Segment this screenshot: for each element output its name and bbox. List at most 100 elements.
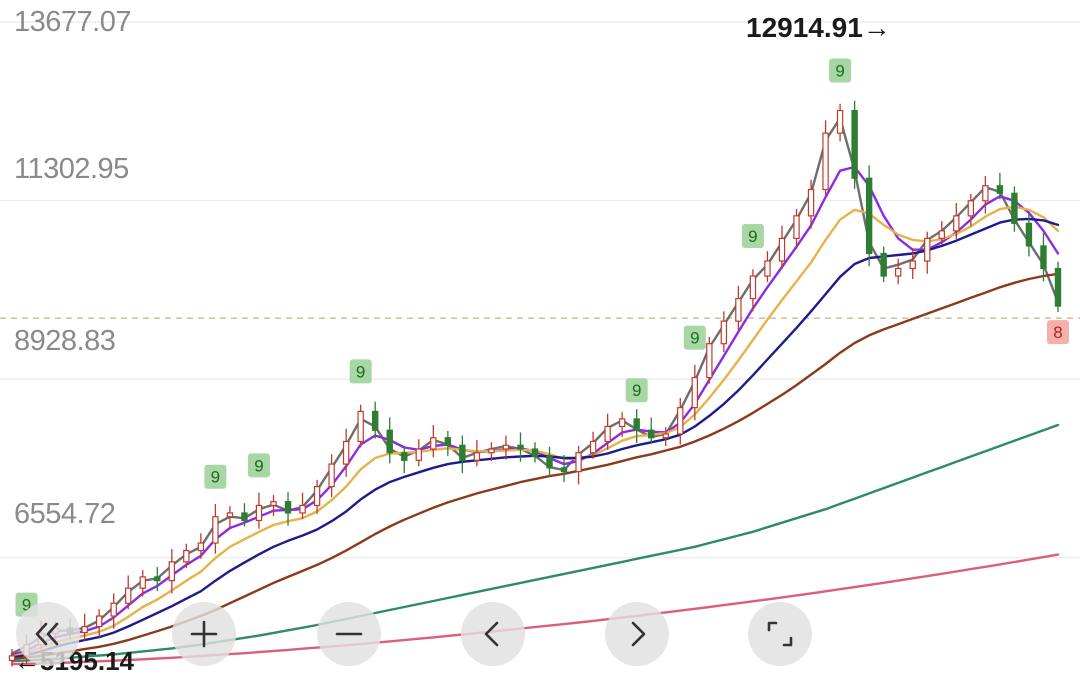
y-tick-label: 11302.95: [14, 153, 129, 185]
candle-body: [517, 444, 524, 450]
signal-marker-label: 9: [748, 227, 757, 246]
double-chevron-left-icon: [35, 622, 59, 646]
candle-body: [996, 185, 1004, 194]
candle-body: [284, 501, 292, 514]
candle-body: [953, 215, 960, 232]
chevron-right-icon: [631, 621, 646, 647]
candle-body: [444, 437, 452, 446]
signal-marker-label: 9: [22, 596, 31, 615]
candle-body: [8, 655, 16, 661]
signal-marker-label: 9: [211, 468, 220, 487]
minus-icon: [335, 632, 363, 636]
y-tick-label: 13677.07: [14, 6, 131, 38]
candle-body: [560, 467, 568, 473]
candle-body: [648, 429, 655, 439]
candle-body: [502, 444, 510, 450]
candle-body: [386, 429, 393, 454]
candle-body: [139, 576, 146, 589]
candle-body: [1054, 267, 1062, 307]
candle-body: [546, 455, 553, 469]
candle-body: [749, 275, 757, 300]
y-tick-label: 8928.83: [14, 325, 116, 357]
candle-body: [691, 376, 699, 409]
candle-body: [357, 410, 364, 443]
candle-body: [270, 501, 277, 507]
candle-body: [589, 440, 597, 454]
signal-marker: 9: [247, 453, 270, 478]
candle-body: [328, 463, 335, 488]
back-to-start-button[interactable]: [16, 602, 80, 666]
signal-markers: 9 9 9 9 9 9 9 9 8: [15, 58, 1069, 617]
candle-body: [168, 561, 176, 582]
candles: [8, 100, 1062, 667]
signal-marker-box: [829, 58, 852, 83]
candle-body: [110, 602, 117, 617]
y-tick-label: 6554.72: [14, 498, 116, 530]
candle-body: [967, 200, 975, 217]
candle-body: [81, 625, 88, 634]
candle-body: [1040, 245, 1047, 270]
candle-body: [401, 452, 408, 461]
chevron-left-icon: [484, 621, 499, 647]
signal-marker-label: 9: [356, 362, 365, 381]
signal-marker-box: [683, 325, 706, 350]
candle-body: [255, 504, 263, 522]
candle-body: [938, 230, 945, 240]
candle-body: [473, 452, 481, 461]
candle-body: [1025, 222, 1033, 247]
candle-body: [735, 297, 742, 322]
candle-body: [459, 444, 466, 461]
candle-body: [618, 418, 626, 428]
candle-body: [778, 237, 786, 262]
signal-marker: 9: [741, 224, 764, 249]
scroll-right-button[interactable]: [605, 602, 669, 666]
signal-marker: 9: [829, 58, 852, 83]
moving-average-line: [10, 165, 1060, 657]
candle-body: [909, 260, 916, 270]
candle-body: [880, 252, 887, 277]
candle-body: [371, 410, 379, 431]
signal-marker-label: 9: [690, 329, 699, 348]
candle-body: [894, 267, 902, 277]
zoom-out-button[interactable]: [317, 602, 381, 666]
plus-icon: [190, 620, 218, 648]
signal-marker-label: 9: [835, 62, 844, 81]
signal-marker-box: [741, 224, 764, 249]
highest-price-label: 12914.91→: [746, 12, 891, 43]
fullscreen-button[interactable]: [748, 602, 812, 666]
candle-body: [924, 237, 931, 262]
candle-body: [851, 109, 858, 179]
candle-body: [982, 185, 989, 202]
candle-body: [226, 512, 234, 518]
zoom-in-button[interactable]: [172, 602, 236, 666]
candle-body: [197, 542, 205, 552]
candle-body: [95, 615, 103, 628]
candle-body: [662, 433, 669, 439]
candle-body: [415, 448, 422, 461]
candle-body: [633, 418, 640, 431]
signal-marker-box: [204, 464, 227, 489]
scroll-left-button[interactable]: [461, 602, 525, 666]
candle-body: [313, 486, 321, 507]
signal-marker-label: 9: [632, 381, 641, 400]
candle-body: [342, 440, 350, 465]
signal-marker: 9: [204, 464, 227, 489]
candle-body: [1011, 192, 1018, 224]
candle-body: [241, 512, 248, 522]
signal-marker-label: 8: [1053, 323, 1062, 342]
signal-marker-label: 9: [254, 456, 263, 475]
candle-body: [793, 215, 800, 240]
candle-body: [677, 407, 684, 435]
signal-marker-box: [1047, 320, 1069, 345]
signal-marker: 9: [625, 378, 648, 403]
candle-body: [488, 448, 495, 454]
signal-marker-box: [247, 453, 270, 478]
candle-body: [807, 188, 815, 217]
candle-body: [125, 587, 132, 604]
signal-marker: 9: [349, 359, 372, 384]
candle-body: [720, 320, 728, 345]
signal-marker: 9: [683, 325, 706, 350]
candle-body: [822, 132, 829, 191]
candle-body: [212, 516, 219, 544]
